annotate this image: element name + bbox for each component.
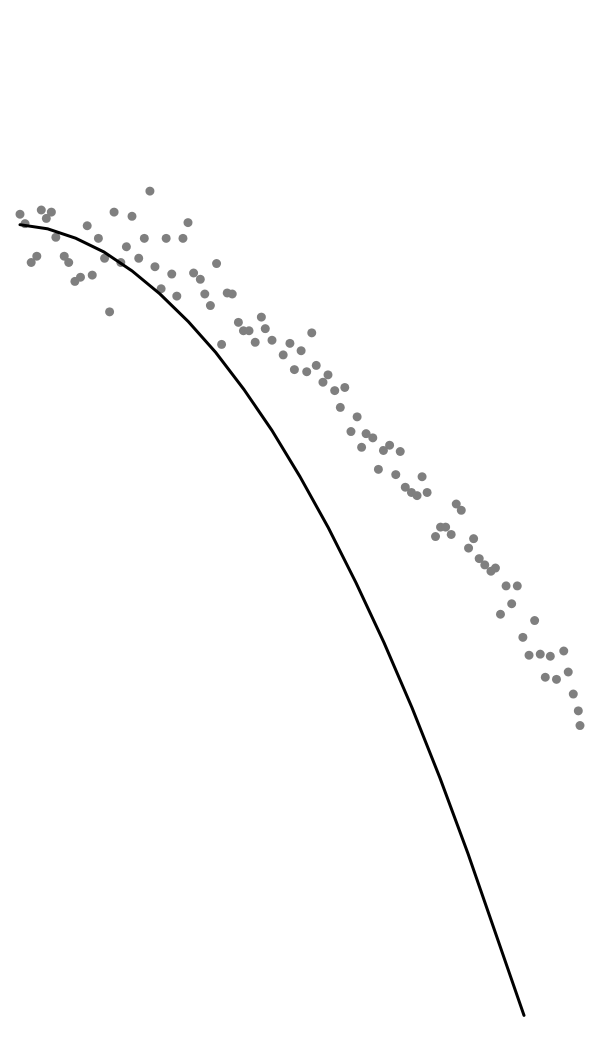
scatter-point — [551, 674, 561, 684]
scatter-point — [524, 650, 534, 660]
scatter-point — [278, 350, 288, 360]
scatter-point — [307, 328, 317, 338]
scatter-point — [161, 233, 171, 243]
scatter-point — [330, 386, 340, 396]
scatter-point — [563, 667, 573, 677]
scatter-point — [302, 367, 312, 377]
scatter-point — [412, 491, 422, 501]
scatter-point — [260, 324, 270, 334]
scatter-point — [311, 360, 321, 370]
scatter-point — [368, 433, 378, 443]
scatter-point — [64, 258, 74, 267]
scatter-point — [15, 209, 25, 219]
scatter-point — [189, 268, 199, 278]
scatter-point — [568, 689, 578, 699]
scatter-point — [431, 532, 441, 542]
scatter-point — [469, 534, 479, 544]
scatter-point — [127, 211, 137, 221]
scatter-point — [150, 262, 160, 272]
scatter-point — [100, 253, 110, 263]
scatter-point — [535, 649, 545, 659]
scatter-point — [446, 529, 456, 539]
scatter-point — [205, 301, 215, 311]
scatter-point — [573, 706, 583, 716]
scatter-point — [530, 616, 540, 626]
scatter-point — [346, 427, 356, 437]
scatter-point — [105, 307, 115, 317]
scatter-point — [51, 232, 61, 242]
scatter-point — [178, 233, 188, 243]
scatter-point — [474, 554, 484, 564]
scatter-point — [46, 207, 56, 217]
scatter-point — [373, 464, 383, 474]
scatter-point — [385, 440, 395, 450]
scatter-point — [285, 338, 295, 348]
scatter-point — [195, 274, 205, 284]
scatter-point — [296, 346, 306, 356]
scatter-point — [267, 335, 277, 345]
scatter-point — [422, 487, 432, 497]
scatter-point — [121, 242, 131, 252]
scatter-point — [378, 445, 388, 455]
scatter-point — [441, 522, 451, 532]
scatter-point — [395, 447, 405, 456]
scatter-point — [490, 563, 500, 573]
scatter-point — [323, 370, 333, 380]
scatter-point — [495, 609, 505, 619]
scatter-point — [82, 221, 92, 231]
scatter-point — [167, 269, 177, 279]
scatter-point — [545, 651, 555, 661]
scatter-point — [256, 312, 266, 322]
scatter-point — [183, 218, 193, 228]
scatter-point — [559, 646, 569, 656]
scatter-point — [212, 259, 222, 269]
scatter-point — [575, 721, 585, 731]
fit-line — [18, 223, 526, 1017]
scatter-point — [340, 382, 350, 392]
scatter-point — [244, 326, 254, 336]
scatter-point — [456, 505, 466, 515]
scatter-point — [501, 581, 511, 591]
scatter-point — [512, 581, 522, 591]
scatter-point — [352, 412, 362, 422]
scatter-point — [217, 339, 227, 349]
scatter-point — [540, 672, 550, 682]
scatter-point — [227, 289, 237, 299]
scatter-point — [289, 365, 299, 375]
scatter-point — [145, 186, 155, 196]
scatter-point — [156, 284, 166, 294]
scatter-point — [75, 272, 85, 282]
scatter-point — [507, 599, 517, 609]
scatter-point — [318, 377, 328, 387]
scatter-point — [41, 213, 51, 223]
scatter-point — [59, 251, 69, 261]
scatter-point — [200, 289, 210, 299]
scatter-point — [93, 233, 103, 243]
scatter-point — [464, 543, 474, 553]
scatter-point — [400, 482, 410, 492]
scatter-point — [451, 499, 461, 509]
scatter-point — [417, 472, 427, 482]
scatter-point — [480, 560, 490, 570]
scatter-point — [361, 429, 371, 439]
scatter-point — [109, 207, 119, 217]
scatter-point — [134, 253, 144, 263]
scatter-point — [172, 291, 182, 301]
scatter-point — [32, 251, 42, 261]
scatter-point — [36, 205, 46, 215]
scatter-point — [518, 632, 528, 642]
scatter-point — [391, 470, 401, 480]
scatter-point — [87, 270, 97, 280]
scatter-point — [233, 317, 243, 327]
scatter-point — [357, 442, 367, 452]
scatter-point — [26, 258, 36, 267]
scatter-point — [250, 337, 260, 347]
scatter-point — [335, 402, 345, 412]
scatter-point — [139, 233, 149, 243]
